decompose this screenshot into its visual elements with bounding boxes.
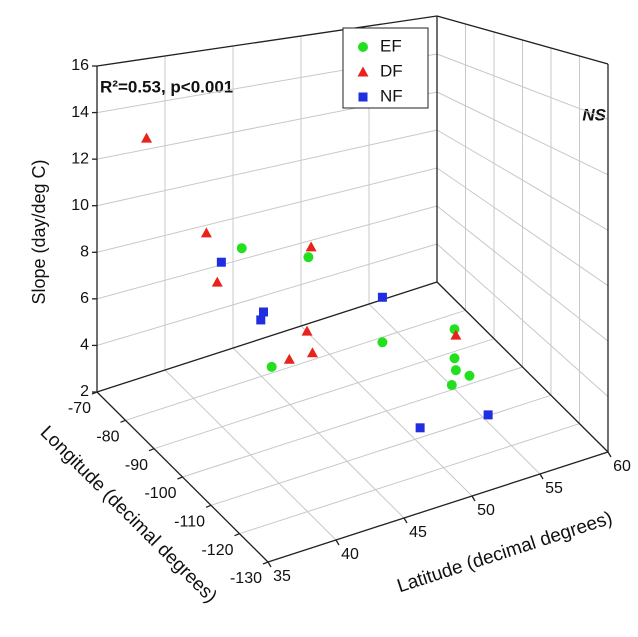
tick-mark [120,419,126,423]
z-tick-label: 2 [80,383,89,400]
tick-mark [403,517,408,524]
tick-mark [148,448,155,452]
tick-mark [267,561,272,568]
z-tick-label: 12 [71,150,89,167]
x-tick-label: 50 [477,502,495,519]
data-point [306,347,318,358]
grid-line [153,338,495,450]
data-point [377,337,388,348]
x-tick-label: 35 [273,568,291,585]
legend-label: EF [380,36,402,55]
x-axis-label: Latitude (decimal degrees) [395,508,615,597]
tick-mark [91,391,98,395]
z-tick-label: 4 [80,337,89,354]
grid-line [210,394,552,506]
tick-mark [177,476,183,480]
axis-line [436,15,609,65]
y-tick-label: -130 [230,570,262,587]
data-point [211,276,223,287]
z-tick-label: 8 [80,244,89,261]
data-point [256,315,266,325]
legend-label: NF [380,86,403,105]
y-tick-label: -90 [125,457,148,474]
z-tick-label: 14 [71,104,89,121]
tick-mark [234,533,240,537]
data-point [464,370,475,381]
grid-line [182,366,523,478]
y-tick-label: -70 [68,400,91,417]
legend-marker [358,42,368,52]
data-point [216,257,226,267]
x-tick-label: 45 [409,524,427,541]
z-tick-label: 6 [80,290,89,307]
grid-line [96,129,438,207]
data-point [200,227,212,238]
legend-box [342,27,429,109]
data-point [450,365,461,376]
annotation: R²=0.53, p<0.001 [100,77,233,96]
legend-marker [358,92,368,102]
axis-line [96,15,438,67]
z-tick-label: 10 [71,197,89,214]
data-point [446,380,457,391]
data-point [283,353,295,364]
x-tick-label: 60 [613,458,631,475]
legend-marker [357,66,369,77]
y-tick-label: -80 [96,429,119,446]
tick-mark [539,473,544,480]
data-point [259,307,269,317]
axis-line [436,281,609,453]
axis-line [267,451,609,563]
data-point [141,132,153,143]
y-tick-label: -100 [144,485,176,502]
data-point [266,361,277,372]
data-point [377,292,387,302]
z-tick-label: 16 [71,57,89,74]
y-tick-label: -120 [201,542,233,559]
data-point [236,243,247,254]
tick-mark [262,561,269,565]
y-tick-label: -110 [174,514,205,531]
grid-line [125,309,466,421]
data-point [305,241,317,252]
data-point [450,329,462,340]
annotation: NS [582,105,606,124]
data-point [483,410,493,420]
grid-line [96,243,438,346]
x-tick-label: 55 [545,480,563,497]
tick-mark [607,451,612,458]
z-axis-label: Slope (day/deg C) [29,159,49,304]
tick-mark [205,504,212,508]
tick-mark [471,495,476,502]
tick-mark [335,539,340,546]
data-point [449,353,460,364]
grid-line [239,423,580,535]
legend-label: DF [380,61,403,80]
data-point [301,325,313,336]
grid-line [96,205,438,300]
data-point [303,252,314,263]
data-point [415,423,425,433]
x-tick-label: 40 [341,546,359,563]
grid-line [96,167,438,253]
